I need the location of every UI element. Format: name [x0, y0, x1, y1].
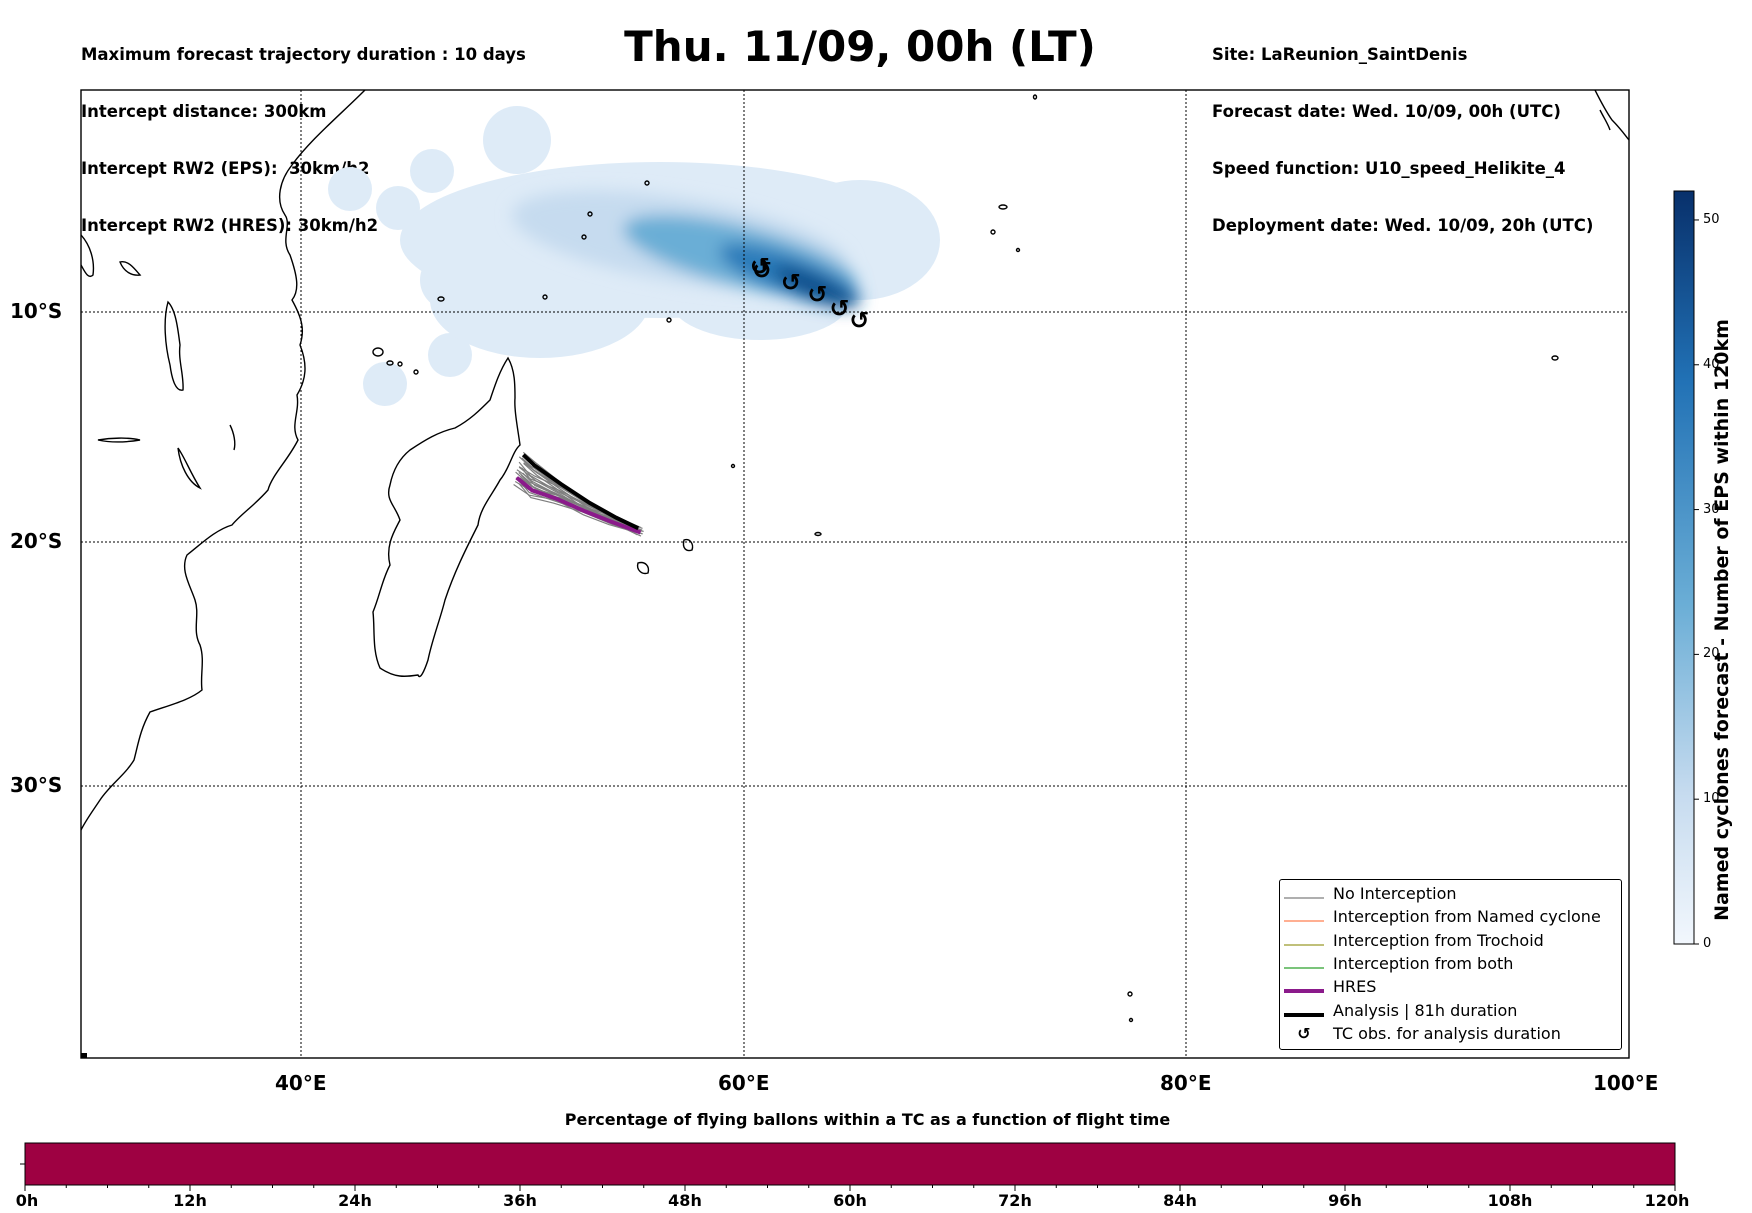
coastlines [81, 90, 1629, 1023]
legend-item-analysis: Analysis | 81h duration [1280, 1001, 1621, 1023]
lat-label-10s: 10°S [10, 299, 63, 323]
legend-item-hres: HRES [1280, 977, 1621, 999]
progress-bar-title: Percentage of flying ballons within a TC… [564, 1110, 1171, 1129]
density-peak [773, 265, 857, 309]
lat-label-30s: 30°S [10, 773, 63, 797]
colorbar-tick-label: 0 [1703, 936, 1712, 951]
legend-label: Interception from both [1333, 954, 1514, 973]
legend-swatch [1284, 912, 1324, 924]
header-left-line: Intercept RW2 (HRES): 30km/h2 [81, 216, 379, 235]
map-frame [80, 89, 1630, 1059]
legend-item-named-cyclone: Interception from Named cyclone [1280, 907, 1621, 929]
progress-bar-tick-label: 12h [173, 1191, 207, 1210]
lon-label-40e: 40°E [275, 1071, 327, 1095]
legend-label: Interception from Named cyclone [1333, 907, 1601, 926]
header-right: Site: LaReunion_SaintDenis Forecast date… [1212, 7, 1593, 254]
legend-item-tc-obs: ↺ TC obs. for analysis duration [1280, 1024, 1621, 1046]
cyclone-symbol-icon: ↺ [849, 307, 869, 335]
progress-bar-tick-label: 72h [998, 1191, 1032, 1210]
colorbar-tick-label: 50 [1703, 211, 1720, 227]
colorbar-tick-label: 20 [1703, 646, 1720, 662]
legend-label: HRES [1333, 977, 1377, 996]
header-right-line: Site: LaReunion_SaintDenis [1212, 45, 1468, 64]
progress-bar-tick-label: 36h [503, 1191, 537, 1210]
legend-swatch [1284, 982, 1324, 994]
header-left-line: Intercept distance: 300km [81, 102, 327, 121]
cyclone-symbol-icon: ↺ [807, 281, 827, 309]
plot-title: Thu. 11/09, 00h (LT) [624, 22, 1096, 71]
header-right-line: Speed function: U10_speed_Helikite_4 [1212, 159, 1566, 178]
progress-bar-tick-label: 48h [668, 1191, 702, 1210]
lat-label-20s: 20°S [10, 529, 63, 553]
legend-item-trochoid: Interception from Trochoid [1280, 931, 1621, 953]
legend-label: Analysis | 81h duration [1333, 1001, 1518, 1020]
legend-item-no-interception: No Interception [1280, 884, 1621, 906]
legend-label: TC obs. for analysis duration [1333, 1024, 1561, 1043]
progress-bar-tick-marks [24, 1185, 1676, 1191]
hres-track [515, 476, 642, 535]
colorbar-gradient [1673, 190, 1695, 945]
legend-swatch [1284, 936, 1324, 948]
gridlines [81, 90, 1629, 1058]
colorbar-tick-marks [1694, 219, 1699, 945]
header-right-line: Deployment date: Wed. 10/09, 20h (UTC) [1212, 216, 1594, 235]
progress-bar-tick-label: 120h [1644, 1191, 1690, 1210]
progress-bar-tick-label: 84h [1163, 1191, 1197, 1210]
progress-bar-tick-label: 96h [1328, 1191, 1362, 1210]
colorbar-title: Named cyclones forecast - Number of EPS … [1711, 319, 1733, 921]
legend-swatch [1284, 889, 1324, 901]
tc-observations: ↺↺ ↺ ↺↺ ↺ [750, 252, 870, 334]
legend-swatch [1284, 959, 1324, 971]
legend-label: Interception from Trochoid [1333, 931, 1544, 950]
progress-bar-tick-label: 24h [338, 1191, 372, 1210]
legend: No Interception Interception from Named … [1279, 879, 1622, 1050]
progress-bar-tick-label: 0h [15, 1191, 39, 1210]
cyclone-symbol-icon: ↺ [752, 256, 772, 284]
progress-bar-tick-label: 60h [833, 1191, 867, 1210]
progress-bar-fill [25, 1143, 1675, 1185]
colorbar-tick-label: 10 [1703, 791, 1720, 807]
lon-label-100e: 100°E [1593, 1071, 1659, 1095]
map-frame-corner [81, 1053, 87, 1058]
header-right-line: Forecast date: Wed. 10/09, 00h (UTC) [1212, 102, 1561, 121]
header-left-line: Maximum forecast trajectory duration : 1… [81, 45, 526, 64]
legend-label: No Interception [1333, 884, 1457, 903]
colorbar-tick-label: 40 [1703, 356, 1720, 372]
cyclone-symbol-icon: ↺ [1297, 1024, 1311, 1043]
lon-label-60e: 60°E [718, 1071, 770, 1095]
cyclone-symbol-icon: ↺ [781, 268, 801, 296]
legend-swatch [1284, 1006, 1324, 1018]
cyclone-symbol-icon: ↺ [829, 295, 849, 323]
lon-label-80e: 80°E [1160, 1071, 1212, 1095]
colorbar-tick-label: 30 [1703, 501, 1720, 517]
progress-bar-tick-label: 108h [1487, 1191, 1533, 1210]
analysis-track [521, 453, 640, 531]
cyclone-symbol-icon: ↺ [750, 252, 770, 280]
legend-item-both: Interception from both [1280, 954, 1621, 976]
